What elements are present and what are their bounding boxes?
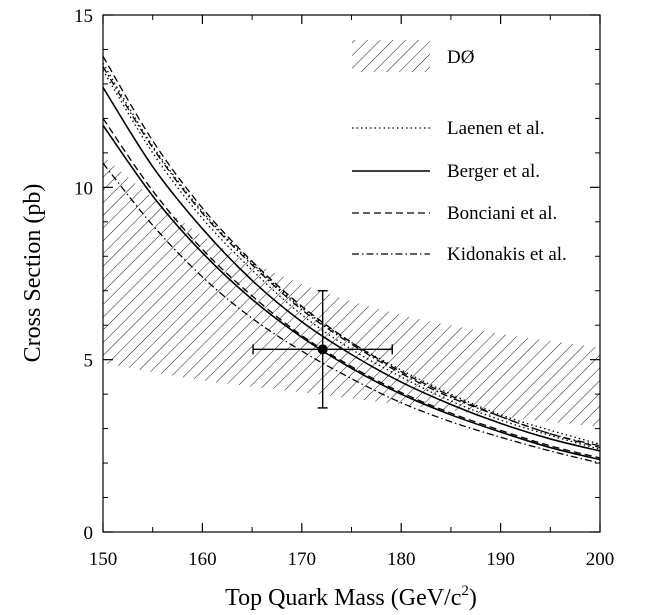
series-1-lower-curve: [103, 124, 600, 461]
series-2-lower-curve: [103, 118, 600, 459]
x-axis-title-close: ): [469, 585, 477, 611]
y-axis-title: Cross Section (pb): [20, 184, 46, 363]
y-tick-label: 10: [74, 178, 93, 199]
series-2-upper-curve: [103, 56, 600, 449]
x-axis-title-main: Top Quark Mass (GeV/c: [225, 585, 461, 611]
d0-band: [103, 156, 600, 427]
x-tick-label: 160: [188, 549, 217, 570]
x-axis-title: Top Quark Mass (GeV/c2): [225, 583, 477, 611]
legend-label-d0: DØ: [447, 47, 474, 68]
x-tick-label: 180: [387, 549, 416, 570]
x-axis-title-superscript: 2: [461, 583, 469, 599]
x-tick-label: 200: [586, 549, 615, 570]
series-0-upper-curve: [103, 62, 600, 445]
x-tick-label: 170: [288, 549, 317, 570]
legend-label-bonciani: Bonciani et al.: [447, 203, 557, 224]
legend: DØ Laenen et al. Berger et al. Bonciani …: [352, 40, 567, 265]
y-tick-label: 15: [74, 6, 93, 27]
legend-label-laenen: Laenen et al.: [447, 118, 545, 139]
measurement-point: [317, 344, 328, 355]
x-tick-label: 150: [89, 549, 118, 570]
series-0-lower-curve: [103, 69, 600, 450]
series-3-lower-curve: [103, 162, 600, 464]
y-tick-label: 0: [84, 523, 94, 544]
series-3-upper-curve: [103, 66, 600, 447]
legend-label-kidonakis: Kidonakis et al.: [447, 244, 567, 265]
legend-label-berger: Berger et al.: [447, 161, 540, 182]
x-tick-label: 190: [486, 549, 515, 570]
legend-swatch-d0: [352, 40, 430, 72]
y-tick-label: 5: [84, 351, 94, 372]
